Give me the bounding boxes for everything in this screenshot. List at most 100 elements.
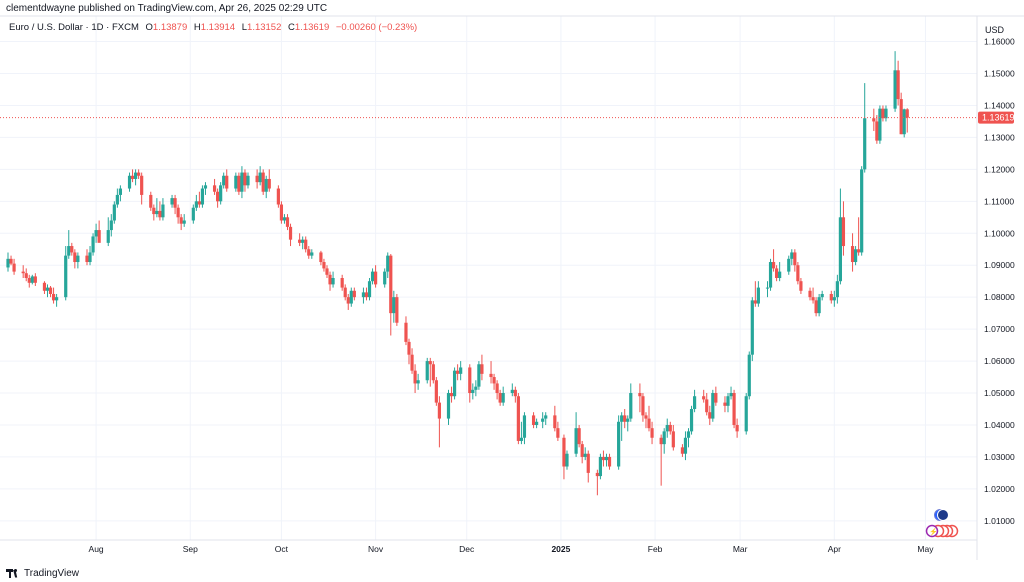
candle xyxy=(51,287,56,304)
candle-body xyxy=(790,252,794,259)
candle xyxy=(173,194,177,215)
candle-body xyxy=(140,175,144,195)
time-tick-label: Mar xyxy=(733,544,748,554)
candle-body xyxy=(410,354,414,371)
candle xyxy=(899,92,903,135)
candle xyxy=(683,431,688,461)
candle-body xyxy=(468,367,472,394)
candle-body xyxy=(383,271,387,285)
dividends-icon[interactable]: ⚡ xyxy=(925,524,959,538)
candle xyxy=(756,281,760,307)
candle-body xyxy=(73,252,77,263)
candle xyxy=(340,274,344,291)
candle-body xyxy=(361,292,366,298)
candle-body xyxy=(604,456,609,461)
candle-body xyxy=(288,226,293,240)
price-tick-label: 1.11000 xyxy=(984,196,1014,206)
candle xyxy=(659,434,663,486)
candle xyxy=(6,252,10,272)
candle-body xyxy=(544,415,548,419)
candle-body xyxy=(179,217,183,224)
change-value: −0.00260 (−0.23%) xyxy=(335,22,418,33)
candle xyxy=(410,348,414,374)
candle xyxy=(304,236,308,253)
candle-body xyxy=(808,290,812,298)
candle xyxy=(629,383,633,422)
candle-body xyxy=(55,297,59,301)
events-icon[interactable] xyxy=(934,509,949,521)
candle xyxy=(298,233,302,247)
footer-brand[interactable]: TradingView xyxy=(6,566,79,580)
high-label: H xyxy=(193,22,201,33)
candle xyxy=(88,246,92,266)
candle xyxy=(513,386,517,403)
last-price-tag xyxy=(978,111,1014,124)
candle xyxy=(243,169,247,192)
candle xyxy=(288,223,293,247)
open-label: O xyxy=(145,22,153,33)
price-tick-label: 1.08000 xyxy=(984,292,1015,302)
symbol-title[interactable]: Euro / U.S. Dollar · 1D · FXCM xyxy=(9,22,139,33)
candle-body xyxy=(45,287,50,291)
time-tick-label: May xyxy=(917,544,934,554)
currency-label[interactable]: USD xyxy=(985,25,1005,35)
price-tick-label: 1.07000 xyxy=(984,324,1015,334)
price-axis[interactable]: 1.16000 1.15000 1.14000 1.13000 1.12000 1.110… xyxy=(984,37,1015,526)
candle xyxy=(219,182,223,205)
candle-body xyxy=(106,230,110,243)
candle-body xyxy=(301,239,305,243)
candle-body xyxy=(197,201,201,205)
candle-body xyxy=(516,396,520,441)
candle xyxy=(474,380,478,397)
price-tick-label: 1.10000 xyxy=(984,228,1015,238)
candle xyxy=(264,175,268,199)
candle xyxy=(319,250,323,266)
candle xyxy=(194,194,198,211)
tradingview-logo-icon xyxy=(6,568,20,578)
candle xyxy=(449,386,454,403)
candle-body xyxy=(459,367,463,374)
candle-body xyxy=(501,393,505,403)
candle xyxy=(705,393,709,416)
candle-body xyxy=(902,109,906,135)
candle-body xyxy=(659,437,663,445)
candle xyxy=(301,236,305,250)
candle-body xyxy=(617,421,621,467)
candle-body xyxy=(310,252,314,256)
candle xyxy=(626,415,630,432)
candle xyxy=(680,444,685,457)
price-tick-label: 1.04000 xyxy=(984,420,1015,430)
candle-body xyxy=(328,274,332,285)
candle xyxy=(686,428,691,448)
candle-body xyxy=(392,297,396,314)
candle-body xyxy=(565,453,569,467)
candle xyxy=(468,364,472,403)
candle-body xyxy=(519,437,524,441)
candle-body xyxy=(881,108,885,119)
candle-body xyxy=(744,396,748,432)
price-tick-label: 1.15000 xyxy=(984,69,1015,79)
candle xyxy=(140,172,144,205)
candle-body xyxy=(647,418,651,429)
candle-body xyxy=(158,210,162,218)
candle xyxy=(607,453,612,470)
time-axis[interactable]: Aug Sep Oct Nov Dec 2025 Feb Mar Apr May xyxy=(89,544,935,554)
candle-body xyxy=(446,393,451,419)
candle xyxy=(331,271,335,288)
candle-body xyxy=(434,380,438,403)
candle xyxy=(261,169,265,195)
candle-body xyxy=(367,281,372,298)
candle xyxy=(556,421,560,441)
candle-body xyxy=(170,198,174,205)
candle xyxy=(222,172,226,189)
candle-body xyxy=(431,364,435,381)
candle-body xyxy=(9,258,13,264)
candle-body xyxy=(152,207,156,215)
candle xyxy=(197,191,201,208)
price-tick-label: 1.03000 xyxy=(984,452,1015,462)
candle-body xyxy=(793,252,797,266)
candle xyxy=(586,450,590,483)
candle xyxy=(425,357,429,384)
candle-body xyxy=(112,204,116,221)
